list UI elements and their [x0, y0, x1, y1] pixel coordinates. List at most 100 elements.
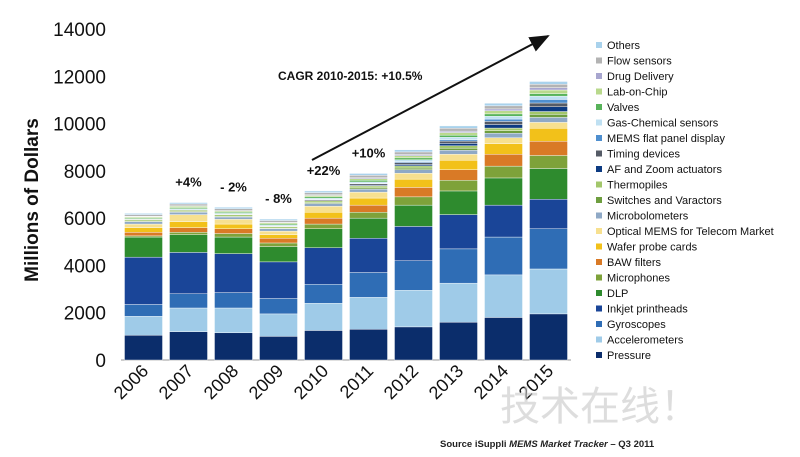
bar-segment-thermopiles [349, 185, 388, 189]
x-tick-label: 2011 [336, 361, 378, 403]
y-tick-label: 2000 [64, 304, 106, 325]
bar-segment-af-and-zoom-actuators [484, 124, 523, 129]
bar-segment-accelerometers [394, 290, 433, 328]
bar-segment-switches-and-varactors [439, 147, 478, 151]
legend-item: Wafer probe cards [596, 242, 698, 254]
legend-item: Gas-Chemical sensors [596, 118, 719, 130]
legend-item: Flow sensors [596, 56, 672, 68]
bar-segment-baw-filters [304, 217, 343, 225]
legend-swatch [596, 321, 602, 327]
bar-segment-accelerometers [349, 297, 388, 330]
bar-segment-wafer-probe-cards [394, 178, 433, 188]
bar-segment-drug-delivery [484, 108, 523, 112]
bar-segment-pressure [349, 329, 388, 361]
legend-swatch [596, 352, 602, 358]
y-tick-label: 4000 [64, 256, 106, 277]
bar-segment-gyroscopes [259, 298, 298, 315]
watermark: 技术在线！ [500, 384, 700, 430]
bar-segment-dlp [484, 177, 523, 206]
bar-segment-valves [484, 113, 523, 117]
legend-item: Optical MEMS for Telecom Market [596, 226, 774, 238]
bar-segment-flow-sensors [124, 214, 163, 217]
legend-label: Switches and Varactors [607, 195, 722, 207]
bar-segment-gyroscopes [394, 260, 433, 291]
legend-item: Gyroscopes [596, 319, 666, 331]
x-axis-ticks: 2006 2007 2008 2009 2010 2011 2012 2013 2014 2015 [110, 361, 557, 403]
y-tick-label: 0 [95, 351, 106, 372]
bar-segment-optical-mems-for-telecom-market [304, 206, 343, 213]
bar-segment-accelerometers [124, 316, 163, 336]
bar-segment-microbolometers [124, 221, 163, 225]
bar-segment-optical-mems-for-telecom-market [214, 219, 253, 225]
bar-segment-microphones [214, 233, 253, 238]
legend-label: Microphones [607, 273, 670, 285]
bar-segment-gas-chemical-sensors [349, 181, 388, 184]
bar-segment-wafer-probe-cards [169, 221, 208, 228]
legend-swatch [596, 119, 602, 126]
bar-segment-flow-sensors [439, 128, 478, 132]
bar-segment-timing-devices [394, 162, 433, 165]
bar-segment-others [529, 81, 568, 85]
legend-label: Inkjet printheads [607, 304, 688, 316]
bar-segment-microphones [304, 223, 343, 229]
bar-segment-gyroscopes [484, 236, 523, 276]
bar-segment-others [439, 125, 478, 129]
bar-segment-baw-filters [484, 154, 523, 167]
legend-item: Timing devices [596, 149, 680, 161]
legend-label: AF and Zoom actuators [607, 164, 722, 176]
bar-segment-gyroscopes [349, 272, 388, 298]
legend-item: Microbolometers [596, 211, 689, 223]
bar-segment-baw-filters [439, 169, 478, 181]
legend-label: Flow sensors [607, 56, 672, 68]
bar-segment-microphones [169, 232, 208, 235]
bar-segment-wafer-probe-cards [214, 223, 253, 229]
bar-segment-wafer-probe-cards [304, 212, 343, 219]
bar-segment-others [124, 213, 163, 215]
bar-segment-valves [529, 93, 568, 97]
legend-item: BAW filters [596, 257, 661, 269]
bar-segment-flow-sensors [529, 84, 568, 88]
bar-segment-inkjet-printheads [439, 214, 478, 250]
legend: Others Flow sensors Drug Delivery Lab-on-Ch… [596, 40, 774, 362]
legend-label: BAW filters [607, 257, 661, 269]
bar-segment-gyroscopes [529, 228, 568, 270]
y-tick-label: 10000 [53, 115, 106, 136]
legend-swatch [596, 274, 602, 281]
bar-segment-flow-sensors [214, 208, 253, 211]
x-tick-label: 2008 [200, 361, 242, 403]
bar-segment-accelerometers [259, 313, 298, 337]
growth-label: +10% [352, 145, 386, 160]
bar-segment-microbolometers [259, 228, 298, 232]
legend-swatch [596, 150, 602, 157]
bar-segment-dlp [529, 168, 568, 200]
legend-swatch [596, 305, 602, 312]
bar-segment-gas-chemical-sensors [394, 159, 433, 162]
legend-item: Inkjet printheads [596, 304, 688, 316]
bar-segment-thermopiles [214, 214, 253, 217]
bar-segment-baw-filters [124, 232, 163, 237]
bar-segment-switches-and-varactors [394, 167, 433, 170]
bar-segment-others [484, 103, 523, 107]
legend-label: DLP [607, 288, 628, 300]
source-prefix: Source iSuppli [440, 439, 509, 450]
legend-label: Gas-Chemical sensors [607, 118, 719, 130]
legend-label: Drug Delivery [607, 71, 674, 83]
cagr-arrow [311, 35, 550, 161]
legend-item: Pressure [596, 350, 651, 362]
bar-segment-pressure [484, 317, 523, 361]
legend-label: Pressure [607, 350, 651, 362]
legend-swatch [596, 228, 602, 234]
bar-segment-inkjet-printheads [259, 261, 298, 299]
bar-segment-dlp [214, 236, 253, 254]
bar-segment-flow-sensors [394, 151, 433, 155]
bar-segment-thermopiles [169, 209, 208, 212]
bar-segment-others [259, 218, 298, 221]
y-tick-label: 6000 [64, 209, 106, 230]
bar-segment-gas-chemical-sensors [484, 116, 523, 120]
legend-item: Lab-on-Chip [596, 87, 668, 99]
legend-swatch [596, 212, 602, 219]
bar-segment-inkjet-printheads [484, 204, 523, 238]
bar-segment-dlp [259, 246, 298, 263]
bar-segment-inkjet-printheads [214, 253, 253, 293]
